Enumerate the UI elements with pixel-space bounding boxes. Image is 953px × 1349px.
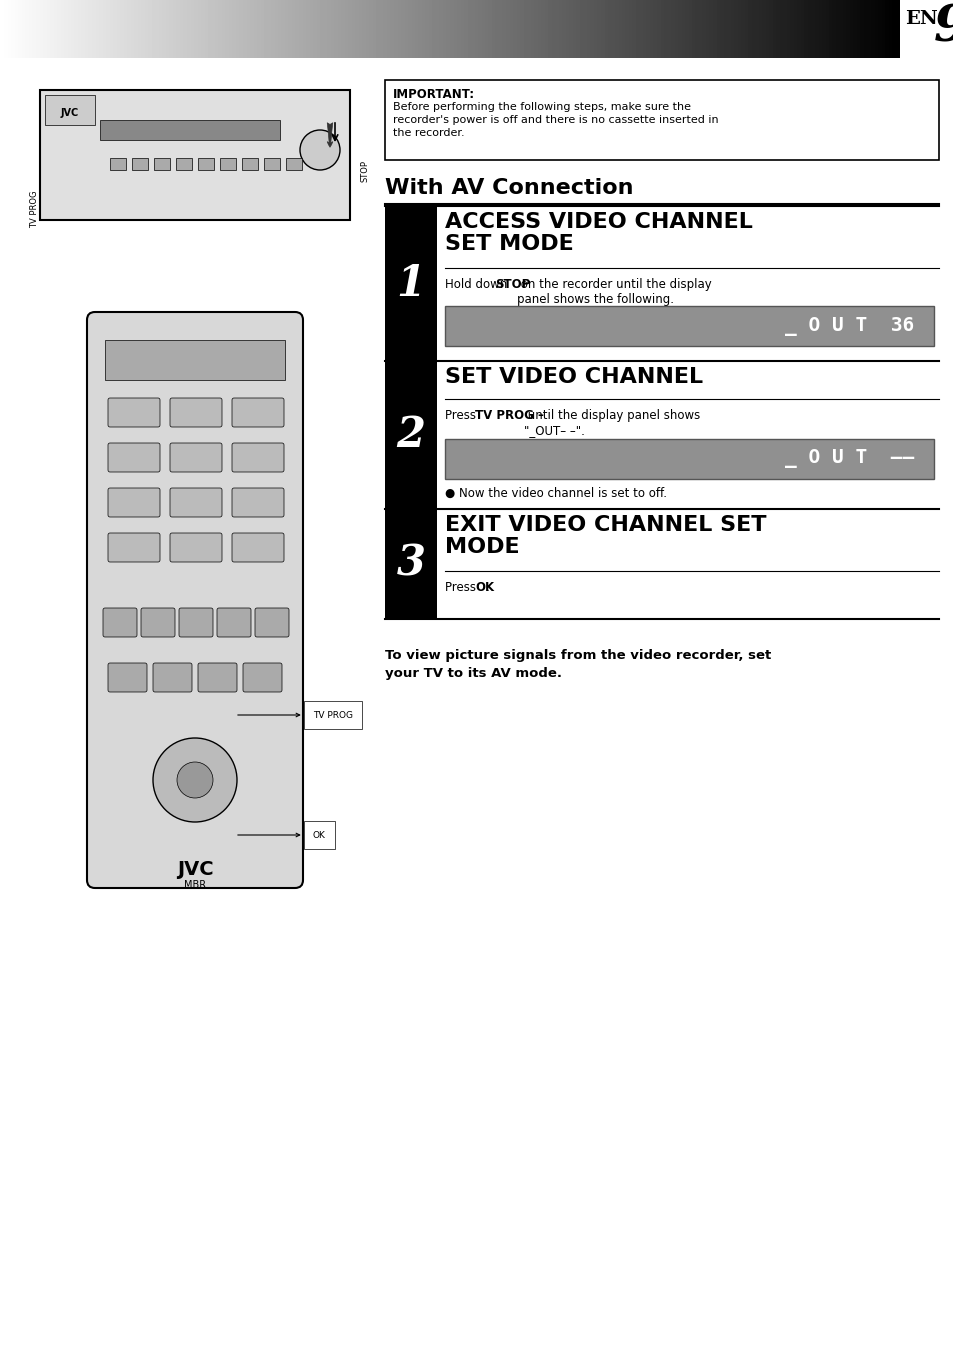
Text: With AV Connection: With AV Connection — [385, 178, 633, 198]
Text: To view picture signals from the video recorder, set
your TV to its AV mode.: To view picture signals from the video r… — [385, 649, 770, 680]
FancyBboxPatch shape — [170, 398, 222, 428]
Bar — [105, 340, 285, 380]
Text: Press: Press — [444, 409, 479, 422]
Bar — [242, 158, 257, 170]
Text: .: . — [485, 581, 489, 594]
Text: ● Now the video channel is set to off.: ● Now the video channel is set to off. — [444, 487, 666, 500]
Text: Hold down: Hold down — [444, 278, 511, 291]
Text: Before performing the following steps, make sure the
recorder's power is off and: Before performing the following steps, m… — [393, 103, 718, 139]
Text: JVC: JVC — [176, 861, 213, 880]
Text: TV PROG: TV PROG — [237, 711, 353, 719]
Text: STOP: STOP — [495, 278, 530, 291]
FancyBboxPatch shape — [170, 533, 222, 563]
Bar — [264, 158, 280, 170]
Text: JVC: JVC — [61, 108, 79, 117]
Bar — [153, 158, 170, 170]
FancyBboxPatch shape — [170, 488, 222, 517]
FancyBboxPatch shape — [243, 662, 282, 692]
FancyBboxPatch shape — [108, 442, 160, 472]
Text: EXIT VIDEO CHANNEL SET
MODE: EXIT VIDEO CHANNEL SET MODE — [444, 515, 765, 557]
Text: OK: OK — [475, 581, 494, 594]
Bar — [385, 206, 436, 362]
FancyBboxPatch shape — [141, 608, 174, 637]
Bar — [45, 94, 95, 125]
FancyBboxPatch shape — [170, 442, 222, 472]
Bar — [444, 306, 933, 345]
Bar — [175, 158, 192, 170]
Text: IMPORTANT:: IMPORTANT: — [393, 88, 475, 101]
Bar — [110, 158, 126, 170]
Text: 9: 9 — [933, 4, 953, 53]
FancyBboxPatch shape — [232, 442, 284, 472]
Text: MBR: MBR — [184, 880, 206, 890]
Text: Press: Press — [444, 581, 479, 594]
FancyBboxPatch shape — [108, 488, 160, 517]
Bar — [198, 158, 213, 170]
FancyBboxPatch shape — [232, 533, 284, 563]
Bar — [444, 438, 933, 479]
FancyBboxPatch shape — [254, 608, 289, 637]
Text: on the recorder until the display
panel shows the following.: on the recorder until the display panel … — [517, 278, 711, 306]
Bar — [100, 120, 280, 140]
Circle shape — [152, 738, 236, 822]
Bar — [385, 509, 436, 619]
Text: 1: 1 — [396, 263, 425, 305]
FancyBboxPatch shape — [179, 608, 213, 637]
Bar — [132, 158, 148, 170]
FancyBboxPatch shape — [108, 533, 160, 563]
Text: 2: 2 — [396, 414, 425, 456]
Circle shape — [299, 130, 339, 170]
FancyBboxPatch shape — [198, 662, 236, 692]
FancyBboxPatch shape — [216, 608, 251, 637]
Bar — [385, 362, 436, 509]
FancyBboxPatch shape — [87, 312, 303, 888]
Text: ACCESS VIDEO CHANNEL
SET MODE: ACCESS VIDEO CHANNEL SET MODE — [444, 212, 752, 255]
Text: _ O U T  ––: _ O U T –– — [784, 449, 913, 468]
FancyBboxPatch shape — [108, 662, 147, 692]
Bar — [385, 80, 938, 161]
Text: EN: EN — [904, 9, 937, 28]
Bar — [286, 158, 302, 170]
Text: SET VIDEO CHANNEL: SET VIDEO CHANNEL — [444, 367, 702, 387]
Text: STOP: STOP — [360, 161, 369, 182]
Bar — [220, 158, 235, 170]
FancyBboxPatch shape — [232, 398, 284, 428]
Text: 3: 3 — [396, 544, 425, 585]
FancyBboxPatch shape — [152, 662, 192, 692]
Text: OK: OK — [237, 831, 326, 839]
FancyBboxPatch shape — [232, 488, 284, 517]
Circle shape — [177, 762, 213, 799]
Text: until the display panel shows
"_OUT– –".: until the display panel shows "_OUT– –". — [524, 409, 700, 437]
Text: TV PROG –: TV PROG – — [475, 409, 543, 422]
FancyBboxPatch shape — [103, 608, 137, 637]
Text: TV PROG: TV PROG — [30, 190, 39, 228]
Bar — [40, 90, 350, 220]
FancyBboxPatch shape — [108, 398, 160, 428]
Text: _ O U T  36: _ O U T 36 — [784, 317, 913, 336]
